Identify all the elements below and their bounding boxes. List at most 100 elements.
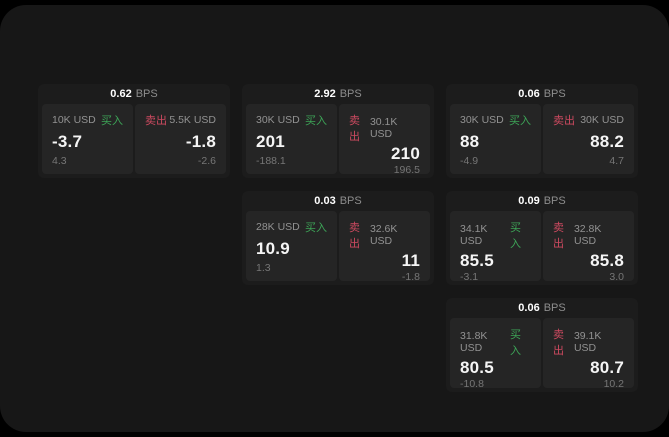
buy-amount-label: 30K USD <box>256 114 300 126</box>
bps-unit: BPS <box>135 88 158 100</box>
sell-badge: 卖出 <box>349 115 360 143</box>
card-header: 0.03 BPS <box>246 191 430 211</box>
sell-amount-label: 30K USD <box>580 114 624 126</box>
sell-delta-value: 4.7 <box>609 155 624 167</box>
buy-delta-value: -10.8 <box>460 378 484 390</box>
buy-amount-label: 28K USD <box>256 221 300 233</box>
buy-top-row: 28K USD 买入 <box>256 219 327 235</box>
bps-card: 0.03 BPS 28K USD 买入 10.9 1.3 卖出 32.6K US… <box>242 191 434 285</box>
buy-price-value: -3.7 <box>52 131 83 151</box>
sell-delta-value: -1.8 <box>401 271 420 283</box>
sell-badge: 卖出 <box>553 222 564 250</box>
sell-badge: 卖出 <box>553 115 575 127</box>
sell-price-value: 85.8 <box>590 251 624 270</box>
bps-unit: BPS <box>339 195 362 207</box>
buy-price-value: 10.9 <box>256 238 290 258</box>
sell-amount-label: 5.5K USD <box>169 114 216 126</box>
quotes-grid: 0.62 BPS 10K USD 买入 -3.7 4.3 卖出 5.5K USD… <box>38 84 638 392</box>
bps-value: 0.06 <box>518 302 540 314</box>
buy-price-value: 201 <box>256 131 285 151</box>
sell-panel[interactable]: 卖出 5.5K USD -1.8 -2.6 <box>135 104 226 174</box>
buy-delta-value: 1.3 <box>256 262 271 274</box>
sell-top-row: 卖出 30.1K USD <box>349 112 420 144</box>
buy-top-row: 30K USD 买入 <box>460 112 531 128</box>
buy-badge: 买入 <box>101 115 123 127</box>
buy-panel[interactable]: 10K USD 买入 -3.7 4.3 <box>42 104 133 174</box>
sell-delta-value: 196.5 <box>393 164 420 176</box>
sell-price-value: 210 <box>391 144 420 163</box>
sell-delta-value: -2.6 <box>197 155 216 167</box>
bps-card: 0.09 BPS 34.1K USD 买入 85.5 -3.1 卖出 32.8K… <box>446 191 638 285</box>
sell-badge: 卖出 <box>553 329 564 357</box>
card-header: 0.06 BPS <box>450 84 634 104</box>
sell-delta-value: 10.2 <box>603 378 624 390</box>
quote-panels: 30K USD 买入 88 -4.9 卖出 30K USD 88.2 4.7 <box>450 104 634 174</box>
sell-panel[interactable]: 卖出 30.1K USD 210 196.5 <box>339 104 430 176</box>
bps-value: 0.62 <box>110 88 132 100</box>
quote-panels: 34.1K USD 买入 85.5 -3.1 卖出 32.8K USD 85.8… <box>450 211 634 283</box>
buy-panel[interactable]: 30K USD 买入 201 -188.1 <box>246 104 337 174</box>
buy-top-row: 10K USD 买入 <box>52 112 123 128</box>
buy-delta-value: 4.3 <box>52 155 67 167</box>
quote-panels: 31.8K USD 买入 80.5 -10.8 卖出 39.1K USD 80.… <box>450 318 634 390</box>
bps-unit: BPS <box>339 88 362 100</box>
buy-panel[interactable]: 28K USD 买入 10.9 1.3 <box>246 211 337 281</box>
sell-price-value: -1.8 <box>185 131 216 151</box>
buy-amount-label: 31.8K USD <box>460 330 488 354</box>
buy-panel[interactable]: 31.8K USD 买入 80.5 -10.8 <box>450 318 541 390</box>
card-header: 2.92 BPS <box>246 84 430 104</box>
buy-badge: 买入 <box>510 329 522 357</box>
card-header: 0.09 BPS <box>450 191 634 211</box>
bps-card: 2.92 BPS 30K USD 买入 201 -188.1 卖出 30.1K … <box>242 84 434 178</box>
card-header: 0.62 BPS <box>42 84 226 104</box>
sell-delta-value: 3.0 <box>609 271 624 283</box>
sell-price-value: 11 <box>401 251 420 270</box>
sell-price-value: 80.7 <box>590 358 624 377</box>
buy-amount-label: 10K USD <box>52 114 96 126</box>
quote-panels: 30K USD 买入 201 -188.1 卖出 30.1K USD 210 1… <box>246 104 430 176</box>
sell-panel[interactable]: 卖出 39.1K USD 80.7 10.2 <box>543 318 634 390</box>
sell-top-row: 卖出 32.8K USD <box>553 219 624 251</box>
buy-panel[interactable]: 34.1K USD 买入 85.5 -3.1 <box>450 211 541 283</box>
sell-top-row: 卖出 30K USD <box>553 112 624 128</box>
buy-top-row: 30K USD 买入 <box>256 112 327 128</box>
buy-badge: 买入 <box>305 222 327 234</box>
buy-price-value: 80.5 <box>460 358 494 377</box>
bps-unit: BPS <box>543 195 566 207</box>
quote-panels: 10K USD 买入 -3.7 4.3 卖出 5.5K USD -1.8 -2.… <box>42 104 226 174</box>
buy-price-value: 88 <box>460 131 480 151</box>
bps-unit: BPS <box>543 302 566 314</box>
buy-panel[interactable]: 30K USD 买入 88 -4.9 <box>450 104 541 174</box>
buy-amount-label: 30K USD <box>460 114 504 126</box>
buy-amount-label: 34.1K USD <box>460 223 488 247</box>
quote-panels: 28K USD 买入 10.9 1.3 卖出 32.6K USD 11 -1.8 <box>246 211 430 283</box>
buy-top-row: 31.8K USD 买入 <box>460 326 531 358</box>
sell-top-row: 卖出 39.1K USD <box>553 326 624 358</box>
sell-amount-label: 32.6K USD <box>369 223 398 247</box>
sell-panel[interactable]: 卖出 30K USD 88.2 4.7 <box>543 104 634 174</box>
app-background: 0.62 BPS 10K USD 买入 -3.7 4.3 卖出 5.5K USD… <box>0 5 669 432</box>
bps-value: 0.03 <box>314 195 336 207</box>
buy-delta-value: -4.9 <box>460 155 479 167</box>
sell-price-value: 88.2 <box>590 131 624 151</box>
card-header: 0.06 BPS <box>450 298 634 318</box>
bps-card: 0.06 BPS 30K USD 买入 88 -4.9 卖出 30K USD 8… <box>446 84 638 178</box>
buy-price-value: 85.5 <box>460 251 494 270</box>
sell-amount-label: 39.1K USD <box>573 330 602 354</box>
bps-value: 2.92 <box>314 88 336 100</box>
bps-card: 0.06 BPS 31.8K USD 买入 80.5 -10.8 卖出 39.1… <box>446 298 638 392</box>
buy-delta-value: -188.1 <box>256 155 286 167</box>
bps-value: 0.09 <box>518 195 540 207</box>
sell-badge: 卖出 <box>145 115 167 127</box>
sell-amount-label: 30.1K USD <box>369 116 398 140</box>
buy-badge: 买入 <box>509 115 531 127</box>
buy-delta-value: -3.1 <box>460 271 479 283</box>
buy-badge: 买入 <box>510 222 522 250</box>
sell-badge: 卖出 <box>349 222 360 250</box>
sell-top-row: 卖出 32.6K USD <box>349 219 420 251</box>
bps-value: 0.06 <box>518 88 540 100</box>
bps-unit: BPS <box>543 88 566 100</box>
sell-panel[interactable]: 卖出 32.6K USD 11 -1.8 <box>339 211 430 283</box>
sell-panel[interactable]: 卖出 32.8K USD 85.8 3.0 <box>543 211 634 283</box>
sell-top-row: 卖出 5.5K USD <box>145 112 216 128</box>
